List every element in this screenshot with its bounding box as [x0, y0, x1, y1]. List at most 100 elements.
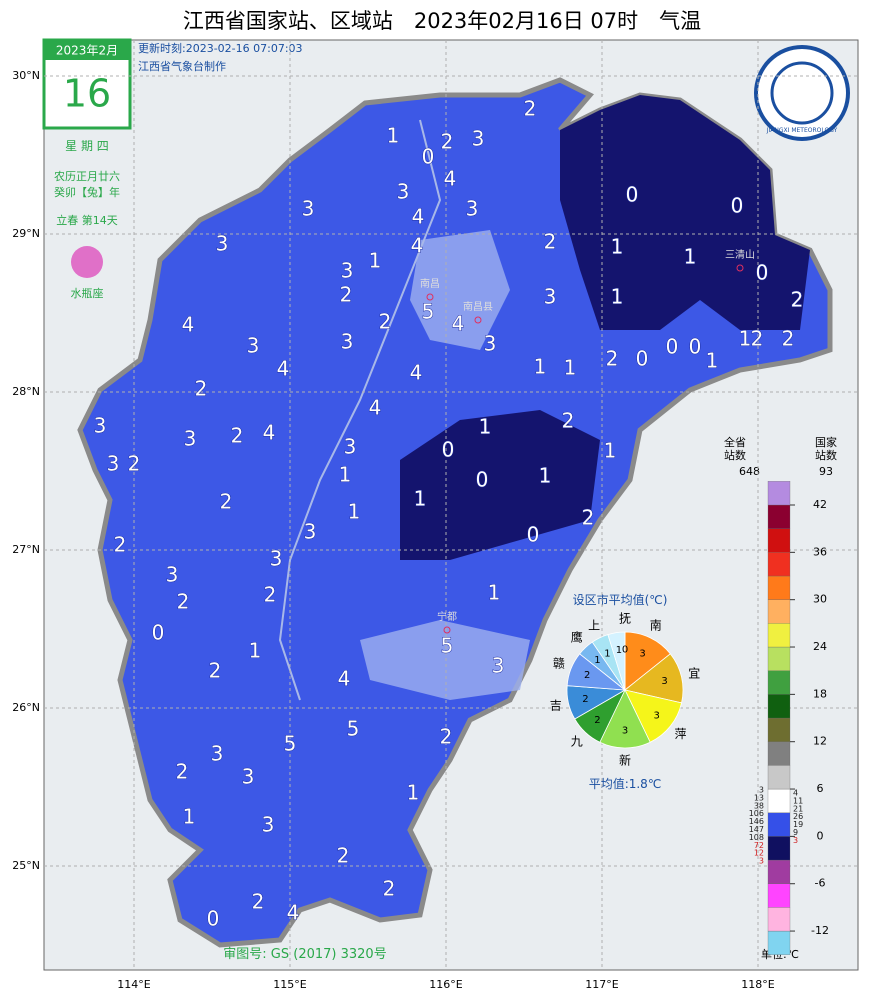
station-temp: 2 — [209, 659, 222, 683]
color-band — [767, 528, 791, 553]
station-temp: 1 — [407, 781, 420, 805]
color-band — [767, 930, 791, 955]
lat-label: 26°N — [12, 701, 40, 714]
station-temp: 4 — [452, 312, 465, 336]
legend-tick-label: -12 — [811, 924, 829, 937]
station-temp: 2 — [252, 890, 265, 914]
station-temp: 1 — [534, 355, 547, 379]
color-band — [767, 717, 791, 742]
color-band — [767, 883, 791, 908]
station-temp: 2 — [441, 130, 454, 154]
station-temp: 3 — [184, 427, 197, 451]
legend-tick-label: -6 — [815, 877, 826, 890]
station-temp: 0 — [422, 145, 435, 169]
producer: 江西省气象台制作 — [138, 59, 226, 73]
place-name: 三清山 — [725, 248, 755, 261]
pie-value: 2 — [582, 694, 588, 705]
station-temp: 2 — [264, 583, 277, 607]
station-temp: 4 — [411, 234, 424, 258]
station-temp: 2 — [440, 725, 453, 749]
station-temp: 2 — [177, 590, 190, 614]
province-count: 12 — [754, 849, 764, 858]
station-temp: 4 — [338, 667, 351, 691]
station-temp: 1 — [414, 487, 427, 511]
place-name: 宁都 — [437, 610, 457, 623]
province-count: 108 — [749, 833, 764, 842]
pie-value: 3 — [654, 710, 660, 721]
prov-total: 648 — [739, 465, 760, 478]
color-band — [767, 575, 791, 600]
station-temp: 1 — [339, 463, 352, 487]
cal-weekday: 星 期 四 — [65, 139, 109, 153]
pie-label: 赣 — [553, 657, 565, 671]
station-temp: 3 — [302, 197, 315, 221]
color-band — [767, 481, 791, 506]
province-count: 3 — [759, 857, 764, 866]
national-count: 9 — [793, 828, 798, 837]
zodiac-icon — [71, 246, 103, 278]
station-temp: 1 — [387, 124, 400, 148]
station-temp: 2 — [791, 288, 804, 312]
prov-header: 全省站数 — [724, 435, 746, 462]
station-temp: 3 — [166, 563, 179, 587]
color-band — [767, 670, 791, 695]
river — [278, 119, 442, 701]
station-temp: 2 — [606, 347, 619, 371]
color-band — [767, 836, 791, 861]
title: 江西省国家站、区域站 2023年02月16日 07时 气温 — [183, 9, 701, 33]
pie-label: 吉 — [550, 698, 562, 712]
station-temp: 3 — [472, 127, 485, 151]
station-temp: 2 — [337, 844, 350, 868]
legend-tick-label: 30 — [813, 593, 827, 606]
calendar-band — [44, 40, 130, 60]
cal-lunar: 农历正月廿六 — [54, 169, 120, 183]
pie-value: 3 — [661, 676, 667, 687]
pie-value: 0 — [622, 644, 628, 655]
province-count: 106 — [749, 809, 764, 818]
pie-value: 2 — [594, 715, 600, 726]
station-temp: 1 — [739, 327, 752, 351]
lon-label: 118°E — [741, 978, 774, 991]
station-temp: 2 — [114, 533, 127, 557]
station-temp: 3 — [341, 259, 354, 283]
station-temp: 4 — [182, 313, 195, 337]
lat-label: 29°N — [12, 227, 40, 240]
pie-title: 设区市平均值(℃) — [573, 592, 668, 607]
station-temp: 2 — [176, 760, 189, 784]
logo — [754, 45, 850, 141]
station-temp: 3 — [247, 334, 260, 358]
station-temp: 4 — [287, 901, 300, 925]
lon-label: 115°E — [273, 978, 306, 991]
place-name: 南昌县 — [463, 300, 493, 313]
station-temp: 3 — [94, 414, 107, 438]
pie-label: 抚 — [619, 612, 631, 626]
station-temp: 2 — [231, 424, 244, 448]
color-band — [767, 741, 791, 766]
pie-average: 平均值:1.8℃ — [589, 776, 662, 791]
color-band — [767, 504, 791, 529]
province-count: 13 — [754, 793, 764, 802]
station-temp: 3 — [216, 232, 229, 256]
station-temp: 0 — [442, 438, 455, 462]
station-temp: 2 — [562, 409, 575, 433]
station-temp: 4 — [263, 421, 276, 445]
station-temp: 3 — [466, 197, 479, 221]
station-temp: 3 — [484, 332, 497, 356]
pie-value: 3 — [639, 648, 645, 659]
station-temp: 4 — [444, 167, 457, 191]
station-temp: 0 — [152, 621, 165, 645]
province-count: 147 — [749, 825, 764, 834]
station-temp: 3 — [304, 520, 317, 544]
province-count: 72 — [754, 841, 764, 850]
logo-inner — [770, 61, 834, 125]
legend-tick-label: 0 — [817, 829, 824, 842]
pie-label: 新 — [619, 753, 631, 768]
station-temp: 3 — [397, 180, 410, 204]
station-temp: 1 — [684, 245, 697, 269]
station-temp: 3 — [492, 654, 505, 678]
pie-slice — [599, 689, 651, 749]
station-temp: 2 — [582, 506, 595, 530]
legend-tick-label: 24 — [813, 640, 827, 653]
station-temp: 0 — [689, 335, 702, 359]
